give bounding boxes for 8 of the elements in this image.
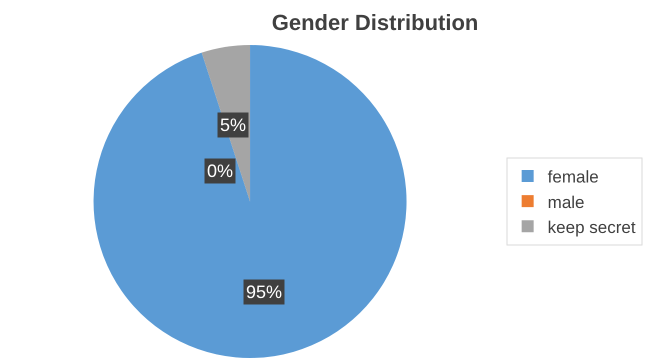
legend-label: keep secret <box>548 218 636 237</box>
pie-slice <box>94 45 407 358</box>
text: 0% <box>207 161 234 181</box>
chart-title: Gender Distribution <box>272 10 478 35</box>
data-label: 5% <box>220 115 246 135</box>
data-label: 95% <box>246 282 282 302</box>
legend-label: female <box>548 168 599 187</box>
legend-label: male <box>548 192 585 212</box>
